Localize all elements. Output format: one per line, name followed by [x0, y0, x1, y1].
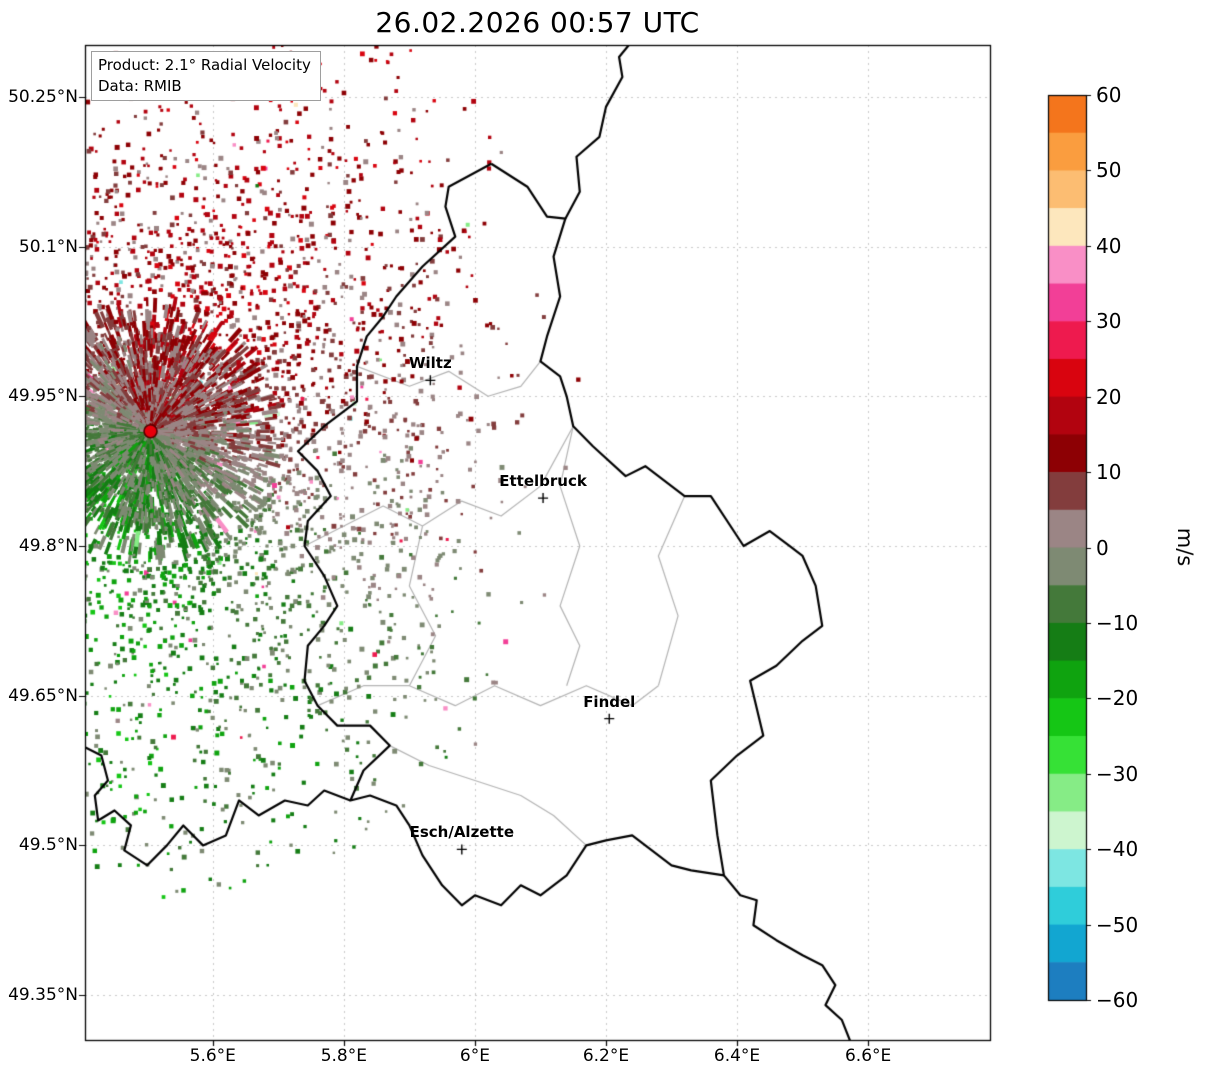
- colorbar-tick-label: 30: [1096, 309, 1122, 334]
- colorbar-tick-label: −60: [1096, 988, 1139, 1012]
- y-axis-tick-label: 49.95°N: [8, 386, 78, 407]
- colorbar-tick-label: −20: [1096, 686, 1139, 711]
- y-axis-tick-label: 49.5°N: [18, 835, 78, 856]
- x-axis-tick-label: 5.6°E: [189, 1046, 236, 1066]
- city-label-wiltz: Wiltz: [408, 354, 452, 373]
- x-axis-tick-label: 6.6°E: [844, 1046, 892, 1066]
- colorbar-tick-label: −10: [1096, 610, 1139, 635]
- colorbar-tick-label: 60: [1096, 83, 1122, 107]
- colorbar-tick-label: 50: [1096, 158, 1122, 183]
- city-label-esch-alzette: Esch/Alzette: [409, 823, 514, 842]
- y-axis-tick-label: 49.8°N: [18, 535, 78, 556]
- x-axis-tick-label: 6.4°E: [713, 1046, 761, 1066]
- product-label: Product: 2.1° Radial Velocity: [98, 56, 311, 74]
- colorbar-tick-label: −30: [1096, 761, 1139, 786]
- colorbar-unit-label: m/s: [1173, 527, 1197, 567]
- colorbar-tick-label: −40: [1096, 837, 1139, 862]
- city-label-ettelbruck: Ettelbruck: [499, 472, 587, 491]
- x-axis-tick-label: 6.2°E: [582, 1046, 630, 1066]
- data-source-label: Data: RMIB: [98, 76, 182, 95]
- x-axis-tick-label: 5.8°E: [320, 1046, 367, 1066]
- colorbar-tick-label: 40: [1096, 233, 1122, 258]
- colorbar-tick-label: 20: [1096, 384, 1122, 409]
- colorbar-tick-label: 0: [1096, 535, 1109, 560]
- x-axis-tick-label: 6°E: [459, 1046, 490, 1066]
- y-axis-tick-label: 49.65°N: [8, 685, 78, 706]
- product-info-box: Product: 2.1° Radial Velocity Data: RMIB: [91, 51, 321, 102]
- y-axis-tick-label: 50.25°N: [8, 86, 78, 107]
- colorbar-tick-label: 10: [1096, 460, 1122, 485]
- city-label-findel: Findel: [583, 692, 636, 711]
- y-axis-tick-label: 50.1°N: [18, 236, 78, 257]
- y-axis-tick-label: 49.35°N: [8, 985, 78, 1006]
- colorbar-tick-label: −50: [1096, 912, 1139, 937]
